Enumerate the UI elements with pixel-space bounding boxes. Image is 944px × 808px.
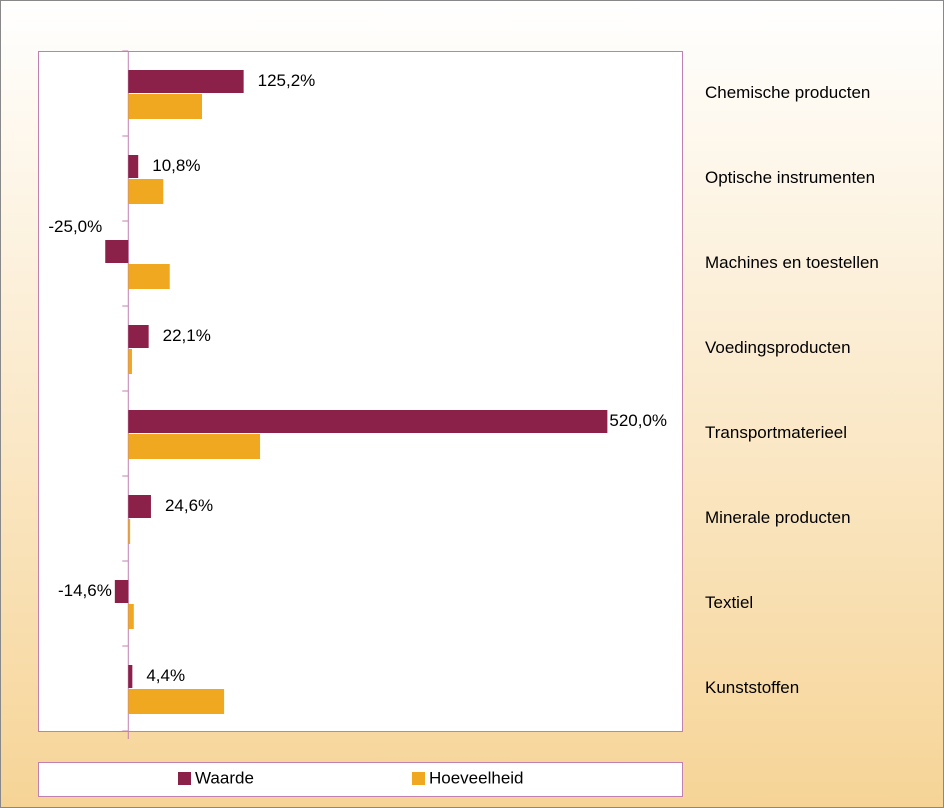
category-label: Voedingsproducten (705, 338, 851, 357)
bar (114, 580, 129, 603)
bar (128, 519, 131, 544)
category-label: Textiel (705, 593, 753, 612)
legend-label: Hoeveelheid (429, 768, 524, 787)
bar (128, 604, 134, 629)
category-label: Transportmaterieel (705, 423, 847, 442)
category-label: Optische instrumenten (705, 168, 875, 187)
bar (128, 495, 151, 518)
data-label: -25,0% (48, 217, 102, 236)
category-label: Minerale producten (705, 508, 851, 527)
legend-swatch (412, 772, 425, 785)
bar (128, 689, 225, 714)
bar (128, 410, 608, 433)
category-label: Chemische producten (705, 83, 870, 102)
bar (128, 665, 133, 688)
bar (128, 179, 164, 204)
data-label: 4,4% (146, 666, 185, 685)
data-label: 10,8% (152, 156, 200, 175)
bar (105, 240, 129, 263)
bar (128, 434, 261, 459)
data-label: 24,6% (165, 496, 213, 515)
bar (128, 70, 244, 93)
legend-label: Waarde (195, 768, 254, 787)
data-label: 125,2% (258, 71, 316, 90)
plot-area (38, 51, 683, 732)
legend-swatch (178, 772, 191, 785)
data-label: 22,1% (163, 326, 211, 345)
category-label: Kunststoffen (705, 678, 799, 697)
bar (128, 94, 202, 119)
data-label: -14,6% (58, 581, 112, 600)
bar (128, 349, 132, 374)
bar (128, 264, 170, 289)
bar (128, 325, 149, 348)
bar (128, 155, 139, 178)
category-label: Machines en toestellen (705, 253, 879, 272)
legend-box (38, 762, 683, 797)
data-label: 520,0% (609, 411, 667, 430)
